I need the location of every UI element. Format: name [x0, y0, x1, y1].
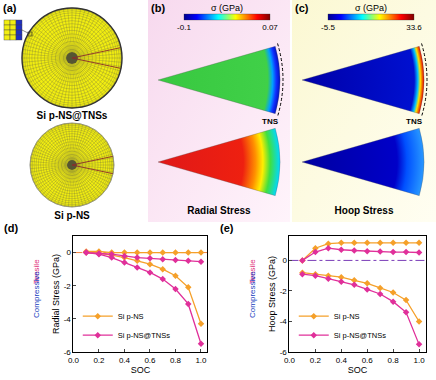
svg-text:-6: -6	[64, 348, 72, 357]
svg-text:0.07: 0.07	[262, 23, 278, 32]
svg-text:-6: -6	[280, 348, 288, 357]
svg-text:0.8: 0.8	[388, 356, 400, 365]
svg-text:Si p-NS: Si p-NS	[118, 312, 144, 321]
svg-text:Compressive: Compressive	[32, 271, 41, 318]
svg-text:Si p-NS@TNSs: Si p-NS@TNSs	[37, 110, 108, 121]
svg-text:(d): (d)	[4, 222, 18, 234]
svg-text:Si p-NS: Si p-NS	[334, 312, 360, 321]
svg-text:0.6: 0.6	[362, 356, 374, 365]
svg-text:TNS: TNS	[262, 117, 279, 126]
svg-text:0.0: 0.0	[68, 356, 80, 365]
svg-text:Hoop Stress (GPa): Hoop Stress (GPa)	[267, 256, 277, 332]
svg-text:σ (GPa): σ (GPa)	[355, 3, 387, 13]
svg-text:0.4: 0.4	[119, 356, 131, 365]
svg-text:(a): (a)	[3, 2, 17, 14]
svg-text:Si p-NS: Si p-NS	[54, 210, 90, 221]
svg-text:0.0: 0.0	[284, 356, 296, 365]
svg-text:-4: -4	[280, 317, 288, 326]
svg-text:-5.5: -5.5	[321, 23, 335, 32]
svg-text:Radial Stress: Radial Stress	[187, 205, 251, 216]
svg-text:Si p-NS@TNSs: Si p-NS@TNSs	[334, 331, 386, 340]
svg-text:0.8: 0.8	[170, 356, 182, 365]
svg-text:-2: -2	[64, 282, 72, 291]
svg-text:TNS: TNS	[406, 117, 423, 126]
svg-text:0: 0	[282, 256, 287, 265]
svg-text:Tensile: Tensile	[248, 259, 257, 284]
svg-text:-0.1: -0.1	[177, 23, 191, 32]
svg-text:(c): (c)	[295, 2, 309, 14]
svg-text:1.0: 1.0	[413, 356, 425, 365]
svg-text:0.6: 0.6	[144, 356, 156, 365]
svg-text:σ (GPa): σ (GPa)	[211, 3, 243, 13]
svg-text:Compressive: Compressive	[248, 271, 257, 318]
svg-text:Radial Stress (GPa): Radial Stress (GPa)	[51, 254, 61, 334]
svg-text:0.2: 0.2	[93, 356, 105, 365]
svg-text:Hoop Stress: Hoop Stress	[335, 205, 394, 216]
svg-text:SOC: SOC	[348, 365, 368, 375]
svg-text:-4: -4	[64, 315, 72, 324]
svg-text:0.4: 0.4	[336, 356, 348, 365]
svg-text:Si p-NS@TNSs: Si p-NS@TNSs	[118, 331, 170, 340]
svg-text:SOC: SOC	[131, 365, 151, 375]
svg-text:0: 0	[66, 248, 71, 257]
svg-text:-2: -2	[280, 287, 288, 296]
svg-text:0.2: 0.2	[310, 356, 322, 365]
svg-text:33.6: 33.6	[406, 23, 422, 32]
svg-text:(e): (e)	[220, 222, 234, 234]
svg-text:1.0: 1.0	[195, 356, 207, 365]
svg-text:(b): (b)	[151, 2, 165, 14]
svg-text:Tensile: Tensile	[32, 259, 41, 284]
